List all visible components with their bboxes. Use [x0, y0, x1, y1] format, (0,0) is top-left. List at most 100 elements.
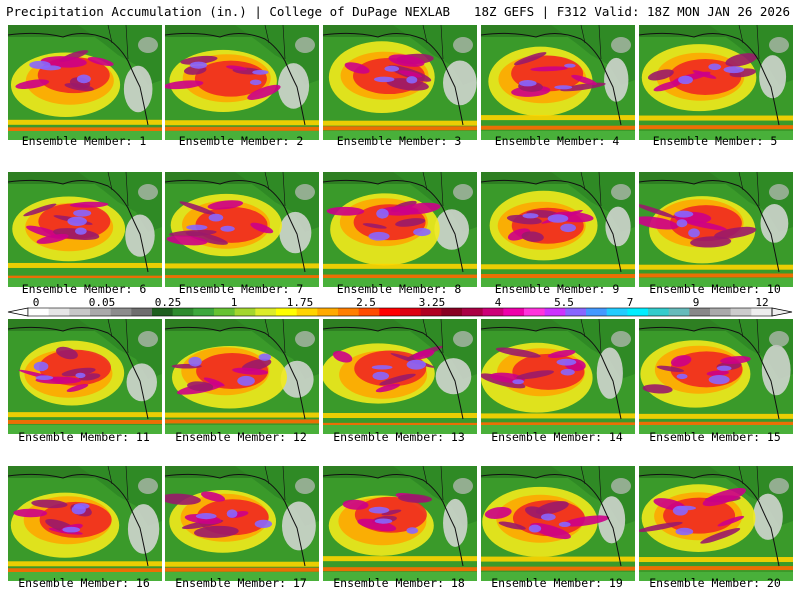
precip-map-10 — [639, 172, 793, 287]
ensemble-panel — [8, 25, 162, 140]
colorbar-swatch — [276, 308, 298, 316]
ensemble-panel — [481, 466, 635, 581]
precip-map-7 — [165, 172, 319, 287]
colorbar-tick-label: 1 — [231, 296, 238, 309]
ensemble-panel — [481, 172, 635, 287]
ensemble-member-label: Ensemble Member: 11 — [18, 430, 150, 444]
colorbar-swatch — [172, 308, 194, 316]
colorbar-max-arrow — [771, 307, 793, 317]
colorbar-tick-label: 7 — [627, 296, 634, 309]
colorbar-swatch — [255, 308, 277, 316]
colorbar-swatch — [544, 308, 566, 316]
precip-map-19 — [481, 466, 635, 581]
colorbar-tick-label: 4 — [495, 296, 502, 309]
precip-map-3 — [323, 25, 477, 140]
ensemble-panel — [323, 172, 477, 287]
ensemble-member-label: Ensemble Member: 8 — [336, 282, 462, 296]
colorbar-swatch — [606, 308, 628, 316]
colorbar-swatch — [689, 308, 711, 316]
ensemble-member-label: Ensemble Member: 19 — [491, 576, 623, 590]
colorbar-swatch — [296, 308, 318, 316]
ensemble-panel — [8, 466, 162, 581]
ensemble-member-label: Ensemble Member: 20 — [649, 576, 781, 590]
colorbar-swatch — [214, 308, 236, 316]
ensemble-member-label: Ensemble Member: 2 — [178, 134, 304, 148]
colorbar-swatch — [193, 308, 215, 316]
precip-map-17 — [165, 466, 319, 581]
colorbar-swatch — [586, 308, 608, 316]
ensemble-panel — [165, 25, 319, 140]
ensemble-panel — [8, 319, 162, 434]
ensemble-panel — [639, 319, 793, 434]
precip-map-6 — [8, 172, 162, 287]
precip-map-13 — [323, 319, 477, 434]
ensemble-panel — [481, 25, 635, 140]
colorbar-swatch — [28, 308, 50, 316]
precip-map-11 — [8, 319, 162, 434]
precip-map-20 — [639, 466, 793, 581]
colorbar-swatch — [462, 308, 484, 316]
colorbar-tick-label: 0 — [33, 296, 40, 309]
ensemble-panel — [323, 466, 477, 581]
colorbar-swatch — [482, 308, 504, 316]
colorbar-swatch — [110, 308, 132, 316]
ensemble-member-label: Ensemble Member: 12 — [175, 430, 307, 444]
model-run-info: 18Z GEFS | F312 Valid: 18Z MON JAN 26 20… — [473, 4, 790, 19]
ensemble-member-label: Ensemble Member: 10 — [649, 282, 781, 296]
ensemble-panel — [165, 172, 319, 287]
ensemble-panel — [639, 172, 793, 287]
ensemble-member-label: Ensemble Member: 9 — [494, 282, 620, 296]
precip-map-1 — [8, 25, 162, 140]
colorbar-min-arrow — [7, 307, 29, 317]
ensemble-member-label: Ensemble Member: 18 — [333, 576, 465, 590]
ensemble-member-label: Ensemble Member: 17 — [175, 576, 307, 590]
colorbar-tick-label: 3.25 — [419, 296, 446, 309]
colorbar-swatch — [379, 308, 401, 316]
colorbar-tick-label: 9 — [693, 296, 700, 309]
precip-map-4 — [481, 25, 635, 140]
colorbar-swatch — [152, 308, 174, 316]
colorbar-tick-label: 0.05 — [89, 296, 116, 309]
colorbar-swatch — [627, 308, 649, 316]
colorbar-swatch — [358, 308, 380, 316]
ensemble-member-label: Ensemble Member: 7 — [178, 282, 304, 296]
colorbar-swatch — [420, 308, 442, 316]
colorbar-swatch — [565, 308, 587, 316]
colorbar-tick-label: 12 — [755, 296, 768, 309]
map-title: Precipitation Accumulation (in.) | Colle… — [6, 4, 451, 19]
precip-map-8 — [323, 172, 477, 287]
colorbar-swatch — [338, 308, 360, 316]
ensemble-panel — [165, 319, 319, 434]
colorbar-tick-label: 1.75 — [287, 296, 314, 309]
ensemble-member-label: Ensemble Member: 13 — [333, 430, 465, 444]
colorbar-swatch — [441, 308, 463, 316]
colorbar-swatch — [234, 308, 256, 316]
ensemble-panel — [639, 25, 793, 140]
colorbar-swatch — [69, 308, 91, 316]
ensemble-member-label: Ensemble Member: 16 — [18, 576, 150, 590]
colorbar-swatch — [751, 308, 773, 316]
colorbar-swatch — [668, 308, 690, 316]
colorbar-swatch — [503, 308, 525, 316]
ensemble-panel — [323, 25, 477, 140]
colorbar-swatch — [730, 308, 752, 316]
precipitation-color-scale: 0 0.05 0.25 1 1.75 2.5 3.25 4 5.5 7 9 12 — [6, 296, 794, 320]
precip-map-2 — [165, 25, 319, 140]
colorbar-tick-label: 2.5 — [356, 296, 376, 309]
colorbar-swatch — [400, 308, 422, 316]
precip-map-16 — [8, 466, 162, 581]
colorbar-swatch — [524, 308, 546, 316]
ensemble-panel — [8, 172, 162, 287]
ensemble-panel — [323, 319, 477, 434]
colorbar-swatch — [317, 308, 339, 316]
colorbar-tick-label: 5.5 — [554, 296, 574, 309]
ensemble-panel — [639, 466, 793, 581]
precip-map-18 — [323, 466, 477, 581]
colorbar-tick-label: 0.25 — [155, 296, 182, 309]
precip-map-14 — [481, 319, 635, 434]
ensemble-member-label: Ensemble Member: 15 — [649, 430, 781, 444]
colorbar-swatch — [710, 308, 732, 316]
precip-map-15 — [639, 319, 793, 434]
ensemble-panel — [481, 319, 635, 434]
colorbar-swatch — [90, 308, 112, 316]
